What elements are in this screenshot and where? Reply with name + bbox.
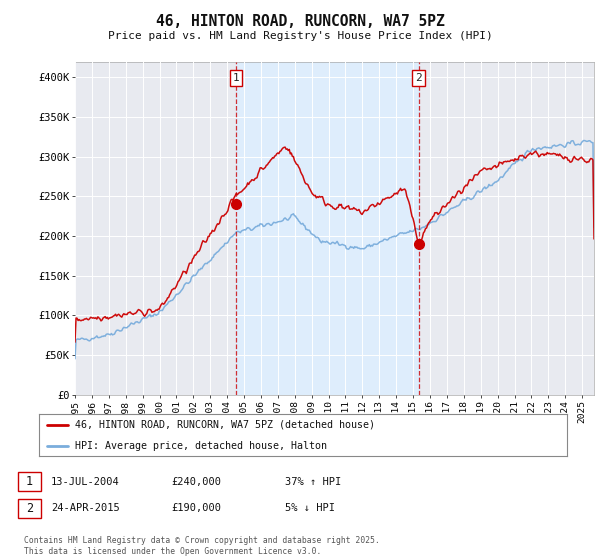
Text: 46, HINTON ROAD, RUNCORN, WA7 5PZ (detached house): 46, HINTON ROAD, RUNCORN, WA7 5PZ (detac… (75, 420, 375, 430)
Text: £190,000: £190,000 (171, 503, 221, 514)
Text: 24-APR-2015: 24-APR-2015 (51, 503, 120, 514)
Bar (236, 62, 419, 395)
Text: 2: 2 (415, 73, 422, 83)
Text: 46, HINTON ROAD, RUNCORN, WA7 5PZ: 46, HINTON ROAD, RUNCORN, WA7 5PZ (155, 14, 445, 29)
Text: 1: 1 (233, 73, 239, 83)
Text: 37% ↑ HPI: 37% ↑ HPI (285, 477, 341, 487)
Text: 2: 2 (26, 502, 33, 515)
Text: HPI: Average price, detached house, Halton: HPI: Average price, detached house, Halt… (75, 441, 327, 451)
Text: 1: 1 (26, 475, 33, 488)
Text: 13-JUL-2004: 13-JUL-2004 (51, 477, 120, 487)
Text: £240,000: £240,000 (171, 477, 221, 487)
Text: Price paid vs. HM Land Registry's House Price Index (HPI): Price paid vs. HM Land Registry's House … (107, 31, 493, 41)
Text: 5% ↓ HPI: 5% ↓ HPI (285, 503, 335, 514)
Text: Contains HM Land Registry data © Crown copyright and database right 2025.
This d: Contains HM Land Registry data © Crown c… (24, 536, 380, 556)
